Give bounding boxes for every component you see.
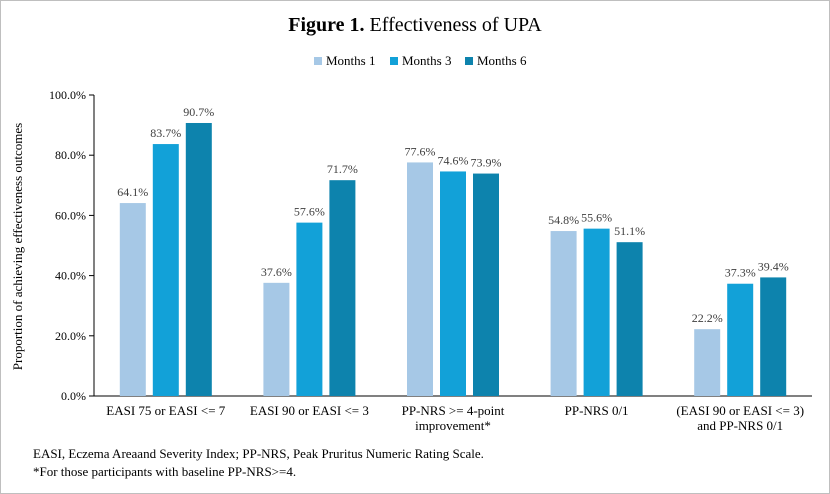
bar-1-1	[119, 203, 146, 396]
legend-swatch-1	[314, 57, 322, 65]
bar-2-1	[263, 282, 290, 396]
data-label-2-1: 37.6%	[261, 265, 292, 279]
bar-4-1	[550, 231, 577, 396]
data-label-5-3: 39.4%	[758, 259, 789, 273]
bar-3-3	[473, 173, 499, 396]
y-tick-label: 80.0%	[55, 148, 86, 162]
bar-4-2	[583, 228, 610, 396]
chart-title-bold: Figure 1.	[288, 14, 365, 36]
legend-label-2: Months 3	[402, 53, 451, 68]
bar-5-1	[694, 329, 721, 396]
footnote-abbreviations: EASI, Eczema Areaand Severity Index; PP-…	[33, 446, 484, 461]
x-category-label-3-line-1: PP-NRS >= 4-point	[402, 403, 505, 418]
y-tick-label: 40.0%	[55, 269, 86, 283]
data-label-4-2: 55.6%	[581, 211, 612, 225]
bar-1-2	[152, 144, 179, 396]
y-tick-label: 60.0%	[55, 208, 86, 222]
bar-2-2	[296, 222, 323, 396]
data-label-1-1: 64.1%	[117, 185, 148, 199]
legend-label-3: Months 6	[477, 53, 527, 68]
bar-3-1	[407, 162, 433, 396]
y-tick-label: 100.0%	[49, 88, 86, 102]
bar-5-3	[760, 277, 787, 396]
x-category-label-3-line-2: improvement*	[415, 418, 491, 433]
data-label-2-2: 57.6%	[294, 205, 325, 219]
data-label-3-1: 77.6%	[405, 144, 436, 158]
chart-title: Figure 1. Effectiveness of UPA	[0, 14, 830, 37]
data-label-1-3: 90.7%	[183, 105, 214, 119]
x-category-label-4: PP-NRS 0/1	[565, 403, 629, 418]
x-category-label-2: EASI 90 or EASI <= 3	[250, 403, 369, 418]
bar-3-2	[440, 171, 466, 396]
footnote-baseline: *For those participants with baseline PP…	[33, 464, 297, 479]
chart-title-rest: Effectiveness of UPA	[364, 14, 542, 36]
data-label-5-2: 37.3%	[725, 266, 756, 280]
data-label-1-2: 83.7%	[150, 126, 181, 140]
data-label-4-3: 51.1%	[614, 224, 645, 238]
x-category-label-5-line-2: and PP-NRS 0/1	[697, 418, 783, 433]
data-label-2-3: 71.7%	[327, 162, 358, 176]
bar-1-3	[185, 122, 212, 397]
bar-2-3	[329, 180, 356, 396]
legend-swatch-3	[465, 57, 473, 65]
x-category-label-5-line-1: (EASI 90 or EASI <= 3)	[676, 403, 804, 418]
data-label-3-3: 73.9%	[471, 156, 502, 170]
y-axis-title: Proportion of achieving effectiveness ou…	[10, 123, 25, 370]
y-tick-label: 20.0%	[55, 329, 86, 343]
bar-5-2	[727, 283, 754, 396]
legend-swatch-2	[390, 57, 398, 65]
bar-4-3	[616, 242, 643, 396]
data-label-3-2: 74.6%	[438, 153, 469, 167]
data-label-5-1: 22.2%	[692, 311, 723, 325]
data-label-4-1: 54.8%	[548, 213, 579, 227]
legend-label-1: Months 1	[326, 53, 375, 68]
x-category-label-1: EASI 75 or EASI <= 7	[106, 403, 226, 418]
y-tick-label: 0.0%	[61, 389, 86, 403]
